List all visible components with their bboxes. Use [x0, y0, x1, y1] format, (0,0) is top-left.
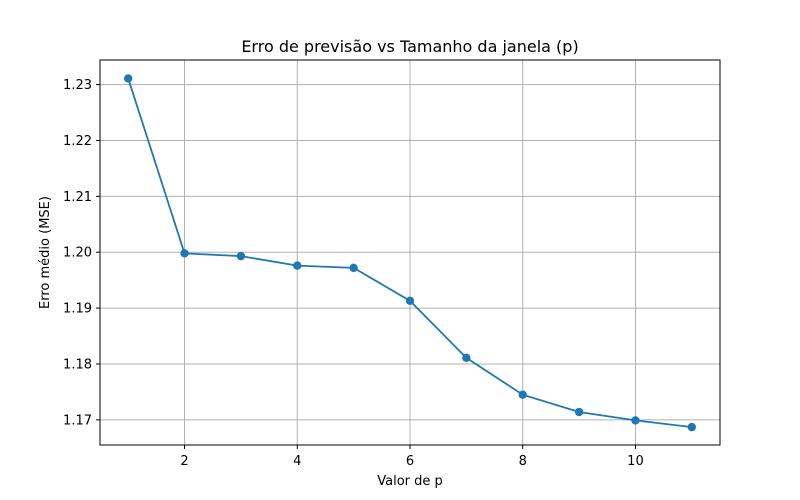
data-point — [293, 261, 302, 270]
y-tick-label: 1.22 — [63, 134, 92, 149]
y-tick-label: 1.17 — [63, 413, 92, 428]
y-tick-label: 1.19 — [63, 302, 92, 317]
y-tick-label: 1.21 — [63, 190, 92, 205]
data-point — [631, 416, 640, 425]
x-axis-ticks: 2 4 6 8 10 — [180, 445, 644, 469]
y-tick-label: 1.20 — [63, 246, 92, 261]
x-tick-label: 2 — [180, 454, 188, 469]
y-axis-label: Erro médio (MSE) — [38, 196, 53, 309]
data-point — [405, 296, 415, 306]
data-point — [518, 390, 527, 399]
chart-title: Erro de previsão vs Tamanho da janela (p… — [241, 37, 578, 56]
data-point — [462, 353, 471, 363]
data-point — [180, 249, 189, 258]
y-tick-label: 1.18 — [63, 357, 92, 372]
y-axis-ticks: 1.17 1.18 1.19 1.20 1.21 1.22 1.23 — [63, 78, 100, 428]
x-tick-label: 6 — [406, 454, 414, 469]
x-axis-label: Valor de p — [377, 474, 443, 489]
x-tick-label: 8 — [519, 454, 527, 469]
data-point — [236, 251, 246, 261]
data-point — [123, 74, 133, 83]
data-point — [349, 263, 358, 273]
y-tick-label: 1.23 — [63, 78, 92, 93]
data-point — [574, 407, 584, 417]
grid-lines — [100, 60, 720, 445]
x-tick-label: 10 — [627, 454, 644, 469]
data-series — [123, 74, 697, 432]
x-tick-label: 4 — [293, 454, 301, 469]
data-point — [687, 422, 697, 432]
